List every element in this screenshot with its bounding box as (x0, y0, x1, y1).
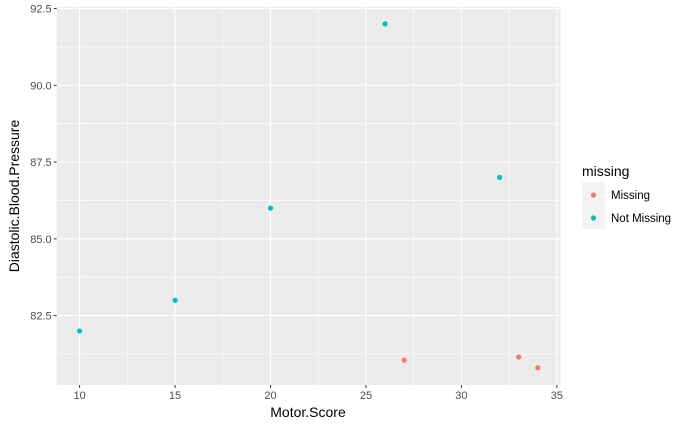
data-points (77, 21, 541, 371)
point-missing (535, 365, 541, 371)
legend: missing Missing Not Missing (582, 163, 671, 229)
y-tick-label: 87.5 (30, 157, 51, 169)
legend-key-missing (590, 192, 597, 198)
legend-label-not-missing: Not Missing (611, 213, 671, 225)
x-tick-label: 35 (551, 390, 563, 402)
y-tick-label: 82.5 (30, 311, 51, 323)
point-not-missing (267, 205, 274, 211)
y-tick-label: 90.0 (30, 80, 51, 92)
point-missing (401, 357, 407, 363)
y-axis: 82.5 85.0 87.5 90.0 92.5 (30, 4, 57, 323)
point-missing (516, 354, 522, 360)
y-tick-label: 85.0 (30, 234, 51, 246)
point-not-missing (172, 297, 178, 303)
x-tick-label: 15 (169, 390, 181, 402)
x-axis-title: Motor.Score (270, 404, 346, 420)
x-tick-label: 10 (73, 390, 85, 402)
x-tick-label: 30 (455, 390, 467, 402)
gridlines (56, 6, 561, 385)
x-axis: 10 15 20 25 30 35 (73, 385, 563, 402)
point-not-missing (77, 328, 83, 334)
plot-panel (56, 6, 561, 385)
y-tick-label: 92.5 (30, 4, 51, 16)
legend-key-not-missing (590, 215, 597, 221)
x-tick-label: 20 (264, 390, 276, 402)
legend-title: missing (582, 163, 629, 179)
point-not-missing (497, 174, 503, 181)
legend-label-missing: Missing (611, 190, 650, 202)
x-tick-label: 25 (360, 390, 372, 402)
point-not-missing (382, 21, 388, 27)
y-axis-title: Diastolic.Blood.Pressure (6, 120, 22, 273)
legend-key-background (582, 182, 605, 229)
